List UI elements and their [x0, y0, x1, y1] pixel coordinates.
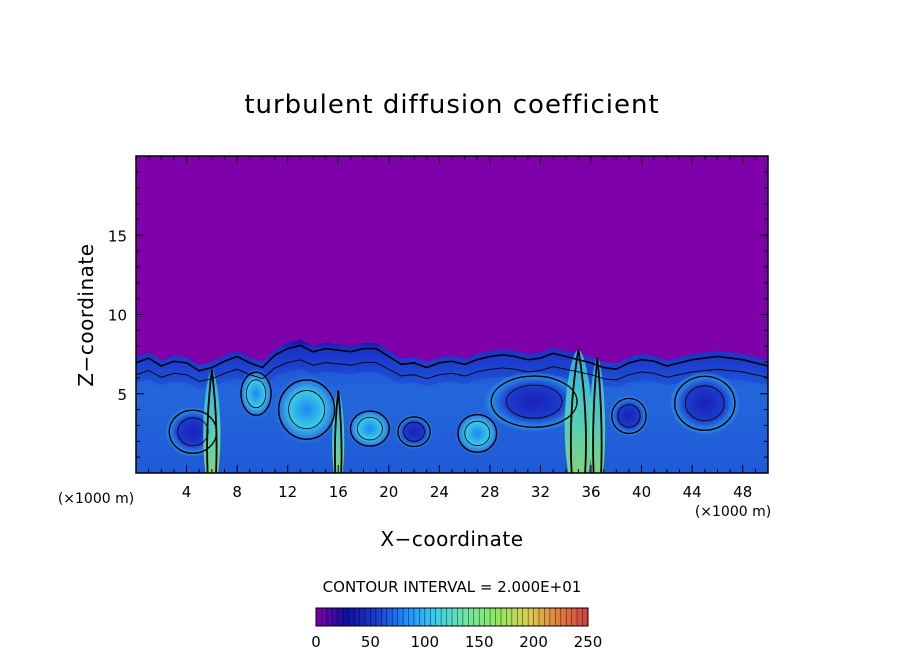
- contour-line: [278, 379, 336, 440]
- contour-line: [611, 397, 647, 435]
- contour-line: [206, 369, 218, 473]
- contour-line: [617, 404, 641, 428]
- y-tick-label: 5: [117, 386, 127, 404]
- eddy: [238, 368, 274, 420]
- colorbar-tick-label: 50: [361, 633, 380, 651]
- contour-line: [356, 416, 383, 441]
- colorbar-frame: [315, 607, 589, 627]
- y-axis-unit: (×1000 m): [58, 491, 134, 507]
- plot-area: [136, 156, 768, 473]
- colorbar-level-lines: [315, 608, 589, 626]
- x-tick-label: 12: [278, 483, 297, 501]
- x-tick-label: 24: [430, 483, 449, 501]
- x-tick-label: 40: [632, 483, 651, 501]
- contour-line: [334, 390, 343, 473]
- contour-line: [397, 416, 431, 448]
- eddy: [273, 374, 340, 445]
- x-tick-label: 32: [531, 483, 550, 501]
- chart-title: turbulent diffusion coefficient: [244, 90, 659, 120]
- contour-line: [245, 379, 267, 409]
- colorbar-tick-label: 100: [410, 633, 439, 651]
- eddy: [669, 371, 741, 435]
- x-axis-label: X−coordinate: [380, 527, 523, 551]
- y-tick-label: 15: [108, 227, 127, 245]
- x-tick-label: 48: [733, 483, 752, 501]
- eddy-group: [165, 368, 741, 458]
- eddy: [608, 395, 650, 437]
- x-axis-unit: (×1000 m): [695, 504, 771, 520]
- contour-line: [403, 421, 425, 442]
- turbulent-layer-inner-band: [136, 369, 768, 473]
- colorbar-tick-label: 200: [519, 633, 548, 651]
- contour-line: [569, 349, 587, 473]
- eddy: [347, 408, 393, 450]
- eddy: [395, 414, 434, 450]
- contour-line: [240, 371, 272, 417]
- colorbar-tick-label: 250: [574, 633, 603, 651]
- x-tick-label: 16: [329, 483, 348, 501]
- x-tick-label: 44: [683, 483, 702, 501]
- y-axis-ticks: 5 10 15: [108, 171, 768, 458]
- y-axis-label: Z−coordinate: [74, 243, 98, 386]
- eddy: [483, 371, 585, 432]
- contour-lines: [136, 344, 768, 473]
- x-tick-label: 4: [182, 483, 192, 501]
- colorbar-tick-label: 150: [465, 633, 494, 651]
- x-tick-label: 36: [581, 483, 600, 501]
- contour-interval-label: CONTOUR INTERVAL = 2.000E+01: [323, 578, 582, 596]
- contour-line: [288, 390, 326, 430]
- x-tick-label: 28: [480, 483, 499, 501]
- contour-line: [136, 359, 768, 382]
- colorbar: 0 50 100 150 200 250: [311, 607, 602, 651]
- contour-line: [349, 410, 390, 447]
- contour-line: [674, 375, 736, 431]
- eddy: [454, 411, 501, 456]
- contour-line: [136, 344, 768, 372]
- colorbar-ticks: 0 50 100 150 200 250: [311, 633, 602, 651]
- x-tick-label: 20: [379, 483, 398, 501]
- contour-line: [457, 413, 498, 453]
- contour-line: [464, 420, 491, 446]
- x-tick-label: 8: [232, 483, 242, 501]
- colorbar-tick-label: 0: [311, 633, 321, 651]
- y-tick-label: 10: [108, 307, 127, 325]
- contour-line: [592, 357, 603, 473]
- x-axis-ticks: 4 8 12 16 20 24 28 32 36 40 44 48: [148, 156, 756, 501]
- contour-line: [490, 375, 578, 428]
- contour-line: [505, 384, 563, 419]
- contour-line: [684, 385, 725, 422]
